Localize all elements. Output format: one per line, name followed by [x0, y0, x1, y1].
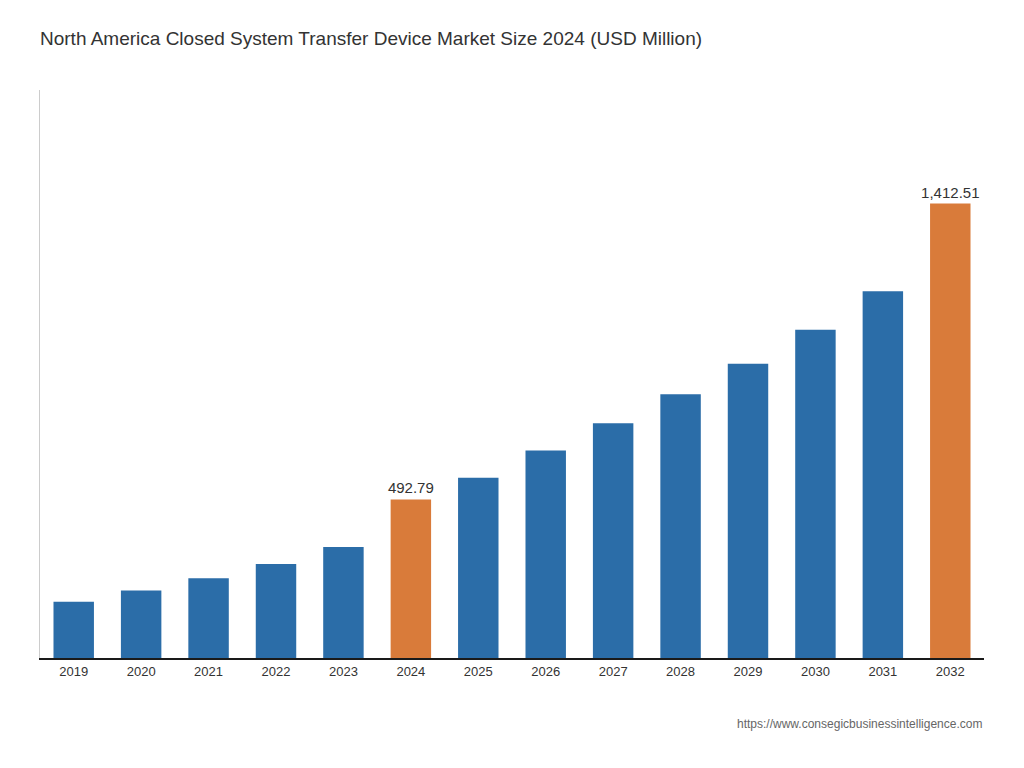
- svg-text:2030: 2030: [801, 664, 830, 679]
- svg-text:2020: 2020: [127, 664, 156, 679]
- svg-text:https://www.consegicbusinessin: https://www.consegicbusinessintelligence…: [737, 717, 982, 731]
- svg-text:2024: 2024: [396, 664, 425, 679]
- svg-text:492.79: 492.79: [388, 479, 434, 496]
- svg-text:2021: 2021: [194, 664, 223, 679]
- svg-text:2032: 2032: [936, 664, 965, 679]
- svg-text:2023: 2023: [329, 664, 358, 679]
- svg-text:2022: 2022: [262, 664, 291, 679]
- svg-text:2026: 2026: [531, 664, 560, 679]
- svg-text:1,412.51: 1,412.51: [921, 184, 979, 201]
- svg-text:2027: 2027: [599, 664, 628, 679]
- svg-text:2028: 2028: [666, 664, 695, 679]
- svg-text:2031: 2031: [868, 664, 897, 679]
- svg-text:2025: 2025: [464, 664, 493, 679]
- svg-text:North America Closed System Tr: North America Closed System Transfer Dev…: [40, 28, 702, 49]
- svg-text:2029: 2029: [734, 664, 763, 679]
- svg-text:2019: 2019: [59, 664, 88, 679]
